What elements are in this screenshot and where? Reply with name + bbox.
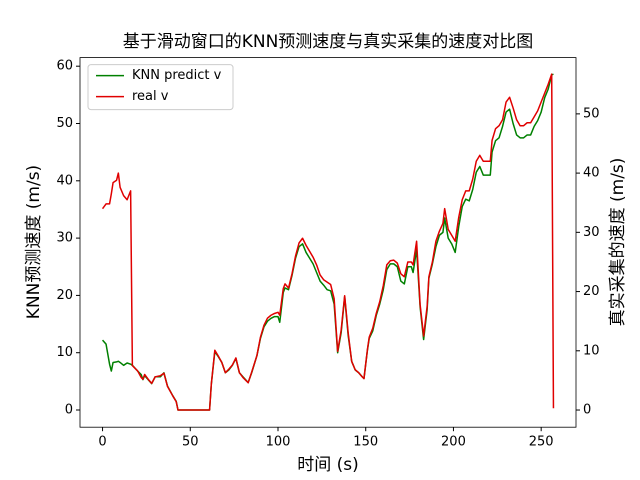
x-axis-label: 时间 (s)	[297, 455, 359, 475]
x-tick-label: 200	[441, 435, 466, 450]
x-tick-label: 250	[529, 435, 554, 450]
x-tick-label: 100	[266, 435, 291, 450]
y2-tick-label: 30	[583, 225, 600, 240]
y-tick-label: 40	[56, 173, 73, 188]
y2-tick-label: 0	[583, 403, 591, 418]
legend-box	[87, 64, 234, 111]
plot-frame	[79, 57, 577, 428]
chart-title: 基于滑动窗口的KNN预测速度与真实采集的速度对比图	[123, 32, 534, 52]
y2-axis-label: 真实采集的速度 (m/s)	[608, 158, 628, 327]
y-tick-label: 50	[56, 116, 73, 131]
y-axis-label: KNN预测速度 (m/s)	[24, 165, 44, 319]
x-tick-label: 50	[182, 435, 199, 450]
y-tick-label: 20	[56, 288, 73, 303]
series-line	[101, 73, 555, 411]
y2-tick-label: 40	[583, 166, 600, 181]
y2-tick-label: 10	[583, 343, 600, 358]
y2-tick-label: 50	[583, 106, 600, 121]
y-tick-label: 30	[56, 231, 73, 246]
y2-tick-label: 20	[583, 284, 600, 299]
x-tick-label: 0	[98, 435, 106, 450]
y-tick-label: 0	[65, 403, 73, 418]
legend-label: KNN predict v	[132, 68, 222, 83]
x-tick-label: 150	[353, 435, 378, 450]
y-tick-label: 60	[56, 59, 73, 74]
legend-label: real v	[132, 89, 169, 104]
y-tick-label: 10	[56, 345, 73, 360]
